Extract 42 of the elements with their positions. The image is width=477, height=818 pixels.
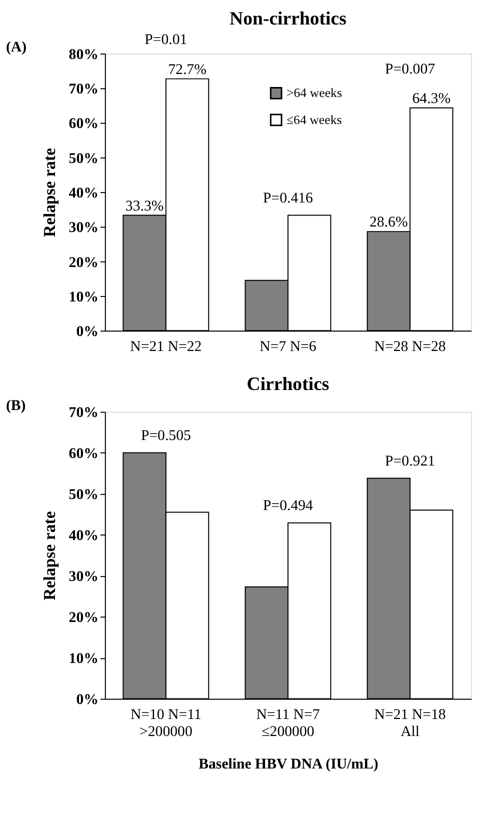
y-tick-label: 0% (76, 324, 98, 340)
data-label: 64.3% (412, 90, 451, 107)
y-tick-label: 70% (68, 405, 98, 422)
x-tick-label: N=7 N=6 (260, 338, 316, 355)
text: (B) (6, 398, 26, 414)
y-tick-label: 10% (68, 289, 98, 306)
y-tick-label: 50% (68, 487, 98, 504)
y-tick-label: 60% (68, 116, 98, 132)
text: P=0.01 (144, 32, 188, 48)
y-tick-label: 0% (76, 692, 98, 708)
x-tick-label: N=28 N=28 (374, 338, 446, 355)
annotation: P=0.494 (262, 498, 314, 514)
y-tick-label: 30% (68, 569, 98, 586)
y-axis-title: Relapse rate (40, 510, 59, 600)
data-label: 33.3% (125, 198, 164, 214)
chart-title: Non-cirrhotics (230, 8, 346, 30)
y-tick-label: 40% (68, 186, 98, 202)
x-tick-label: N=21 N=22 (130, 338, 202, 355)
y-tick-label: 20% (68, 610, 98, 626)
y-tick-label: 40% (68, 528, 98, 544)
y-axis-title: Relapse rate (40, 147, 59, 238)
y-tick-label: 60% (68, 446, 98, 462)
legend-label: ≤64 weeks (286, 112, 342, 127)
y-tick-label: 10% (68, 651, 98, 668)
x-tick-label: N=21 N=18 All (374, 707, 446, 740)
y-tick-label: 20% (68, 254, 98, 271)
chart-title: Cirrhotics (246, 374, 330, 396)
data-label: 72.7% (168, 62, 206, 78)
x-axis-title: Baseline HBV DNA (IU/mL) (198, 756, 378, 773)
x-tick-label: N=10 N=11 >200000 (130, 707, 202, 740)
legend-label: >64 weeks (286, 86, 342, 100)
annotation: P=0.505 (140, 428, 191, 444)
data-label: 28.6% (370, 214, 408, 231)
text: (A) (6, 40, 27, 56)
annotation: P=0.416 (262, 190, 313, 206)
y-tick-label: 30% (68, 220, 98, 236)
y-tick-label: 70% (68, 82, 98, 98)
y-tick-label: 50% (68, 150, 98, 167)
y-tick-label: 80% (68, 46, 98, 63)
annotation: P=0.007 (385, 61, 436, 78)
x-tick-label: N=11 N=7 ≤200000 (256, 707, 320, 740)
annotation: P=0.921 (385, 453, 436, 470)
